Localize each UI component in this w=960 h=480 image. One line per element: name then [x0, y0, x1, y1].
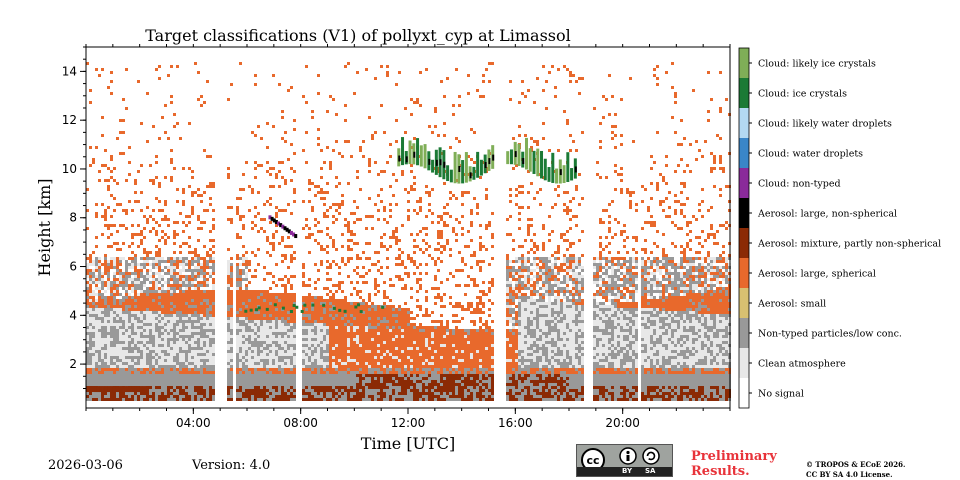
legend-label: Aerosol: mixture, partly non-spherical [757, 239, 941, 250]
x-tick-label: 16:00 [498, 416, 533, 430]
y-tick-label: 8 [69, 211, 77, 225]
legend-swatch [739, 198, 749, 228]
x-tick-label: 08:00 [283, 416, 318, 430]
x-tick-label: 04:00 [176, 416, 211, 430]
legend-swatch [739, 348, 749, 378]
y-tick-label: 2 [69, 357, 77, 371]
legend-swatch [739, 138, 749, 168]
preliminary-line-1: Preliminary [691, 449, 777, 464]
version-label: Version: 4.0 [192, 458, 271, 473]
legend-label: Cloud: likely ice crystals [758, 59, 876, 70]
chart-title: Target classifications (V1) of pollyxt_c… [145, 26, 571, 45]
legend-label: Cloud: water droplets [758, 149, 863, 160]
axes: Target classifications (V1) of pollyxt_c… [35, 26, 731, 453]
legend-swatch [739, 318, 749, 348]
preliminary-line-2: Results. [691, 464, 750, 479]
legend-swatch [739, 378, 749, 408]
cc-logo-icon: cc [581, 447, 660, 472]
legend: Cloud: likely ice crystals Cloud: ice cry… [738, 47, 941, 409]
legend-label: Aerosol: small [757, 299, 826, 310]
legend-swatch [739, 108, 749, 138]
y-tick-label: 12 [62, 113, 77, 127]
legend-label: Cloud: likely water droplets [758, 119, 892, 130]
legend-label: Aerosol: large, non-spherical [757, 209, 897, 220]
plot-area [86, 47, 731, 408]
y-axis-label: Height [km] [35, 179, 54, 277]
legend-swatch [739, 258, 749, 288]
x-axis-label: Time [UTC] [361, 434, 455, 453]
cc-license-badge: cc BY SA [576, 444, 673, 477]
license-by-label: BY [622, 467, 633, 475]
legend-swatch [739, 48, 749, 78]
legend-frame [738, 47, 750, 409]
y-tick-label: 6 [69, 260, 77, 274]
copyright-line-2: CC BY SA 4.0 License. [806, 470, 893, 479]
y-tick-label: 4 [69, 308, 77, 322]
legend-swatch [739, 228, 749, 258]
legend-label: Non-typed particles/low conc. [758, 329, 902, 340]
copyright-notice: © TROPOS & ECoE 2026. CC BY SA 4.0 Licen… [806, 460, 905, 480]
legend-label: Aerosol: large, spherical [757, 269, 876, 280]
legend-label: Cloud: non-typed [758, 179, 841, 190]
legend-swatch [739, 168, 749, 198]
x-tick-label: 20:00 [605, 416, 640, 430]
legend-swatch [739, 78, 749, 108]
y-tick-label: 10 [62, 162, 77, 176]
license-sa-label: SA [645, 467, 656, 475]
legend-label: Clean atmosphere [758, 359, 846, 370]
preliminary-notice: Preliminary Results. [691, 449, 777, 479]
legend-label: No signal [758, 389, 804, 400]
legend-label: Cloud: ice crystals [758, 89, 847, 100]
x-tick-label: 12:00 [391, 416, 426, 430]
date-label: 2026-03-06 [48, 458, 123, 473]
copyright-line-1: © TROPOS & ECoE 2026. [806, 460, 906, 469]
y-tick-label: 14 [62, 64, 77, 78]
legend-swatch [739, 288, 749, 318]
